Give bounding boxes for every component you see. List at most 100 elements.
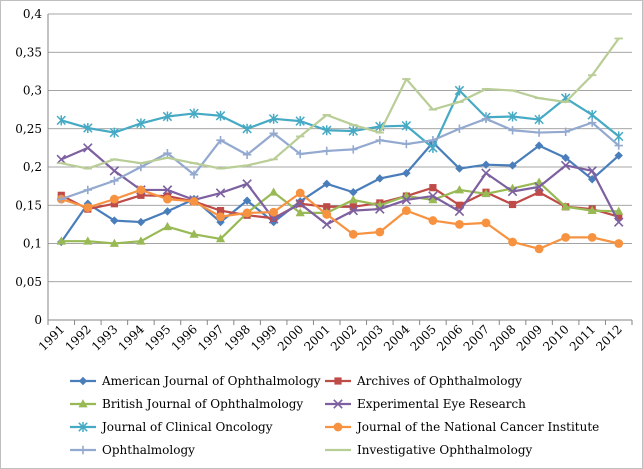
data-point bbox=[561, 153, 570, 163]
data-point bbox=[215, 234, 226, 243]
data-point bbox=[560, 160, 571, 171]
y-tick-label: 0 bbox=[34, 313, 42, 327]
data-point bbox=[109, 127, 120, 138]
data-point bbox=[375, 227, 385, 237]
data-point bbox=[402, 168, 411, 178]
data-point bbox=[242, 196, 252, 205]
data-point bbox=[614, 151, 623, 160]
legend-marker bbox=[333, 399, 343, 409]
data-point bbox=[428, 216, 438, 225]
legend-marker bbox=[78, 422, 88, 432]
data-point bbox=[481, 168, 491, 178]
data-point bbox=[162, 111, 173, 122]
data-point bbox=[455, 219, 464, 229]
data-point bbox=[534, 114, 544, 125]
data-point bbox=[295, 208, 305, 217]
data-point bbox=[242, 123, 252, 134]
data-point bbox=[535, 188, 543, 196]
data-point bbox=[163, 194, 172, 204]
data-point bbox=[401, 206, 411, 216]
data-point bbox=[163, 149, 172, 158]
data-point bbox=[587, 118, 597, 127]
legend-entry: Ophthalmology bbox=[70, 443, 195, 457]
data-point bbox=[295, 198, 305, 209]
series-5 bbox=[56, 85, 624, 153]
series-line bbox=[60, 146, 620, 226]
y-tick-label: 0,4 bbox=[23, 7, 42, 21]
data-point bbox=[269, 129, 278, 138]
data-point bbox=[189, 197, 199, 206]
data-point bbox=[216, 136, 225, 145]
data-point bbox=[110, 200, 118, 208]
legend-label: Experimental Eye Research bbox=[357, 397, 526, 411]
data-point bbox=[83, 203, 93, 212]
data-point bbox=[322, 210, 332, 219]
data-point bbox=[56, 154, 67, 165]
legend-marker bbox=[333, 422, 343, 432]
legend-label: Investigative Ophthalmology bbox=[357, 443, 532, 457]
data-point bbox=[109, 238, 119, 247]
data-point bbox=[402, 139, 411, 149]
legend-entry: Archives of Ophthalmology bbox=[325, 374, 522, 388]
data-point bbox=[189, 108, 199, 119]
y-tick-label: 0,2 bbox=[23, 160, 42, 174]
y-tick-label: 0,1 bbox=[23, 237, 42, 251]
data-point bbox=[534, 244, 544, 254]
data-point bbox=[481, 188, 491, 198]
legend-label: Journal of the National Cancer Institute bbox=[355, 420, 599, 434]
series-line bbox=[60, 89, 620, 149]
data-point bbox=[454, 185, 465, 194]
data-point bbox=[401, 120, 412, 131]
data-point bbox=[534, 128, 544, 137]
data-point bbox=[587, 109, 597, 120]
data-point bbox=[481, 160, 491, 169]
series-line bbox=[60, 188, 619, 250]
legend-entry: Experimental Eye Research bbox=[325, 397, 526, 411]
data-point bbox=[269, 187, 279, 196]
data-point bbox=[349, 203, 357, 211]
data-point bbox=[534, 182, 544, 192]
data-point bbox=[401, 195, 412, 205]
data-point bbox=[375, 136, 385, 145]
legend-entry: American Journal of Ophthalmology bbox=[70, 374, 321, 388]
data-point bbox=[322, 179, 331, 189]
data-point bbox=[507, 111, 518, 122]
data-point bbox=[268, 113, 279, 124]
data-point bbox=[162, 221, 173, 231]
data-point bbox=[216, 212, 225, 222]
data-point bbox=[454, 85, 465, 96]
legend-label: Journal of Clinical Oncology bbox=[100, 420, 273, 434]
data-point bbox=[83, 122, 93, 133]
data-point bbox=[454, 206, 465, 217]
data-point bbox=[189, 170, 199, 179]
data-point bbox=[189, 229, 199, 238]
data-point bbox=[348, 195, 358, 204]
data-point bbox=[587, 175, 597, 184]
data-point bbox=[83, 185, 93, 195]
data-point bbox=[428, 191, 438, 201]
series-group bbox=[56, 37, 624, 254]
data-point bbox=[83, 236, 93, 245]
legend-marker bbox=[334, 377, 342, 385]
legend: American Journal of Ophthalmology Archive… bbox=[70, 374, 599, 457]
data-point bbox=[321, 219, 332, 230]
data-point bbox=[428, 136, 438, 145]
data-point bbox=[428, 142, 438, 153]
data-point bbox=[57, 194, 66, 204]
data-point bbox=[56, 236, 66, 245]
data-point bbox=[136, 118, 146, 129]
data-point bbox=[349, 188, 358, 197]
data-point bbox=[508, 237, 517, 247]
data-point bbox=[137, 191, 145, 199]
data-point bbox=[295, 188, 305, 198]
data-point bbox=[587, 166, 597, 176]
data-point bbox=[136, 185, 146, 195]
data-point bbox=[348, 126, 359, 137]
data-point bbox=[295, 149, 305, 159]
data-point bbox=[242, 208, 252, 218]
data-point bbox=[323, 203, 331, 211]
data-point bbox=[455, 124, 464, 133]
data-point bbox=[56, 115, 67, 126]
data-point bbox=[242, 150, 252, 159]
